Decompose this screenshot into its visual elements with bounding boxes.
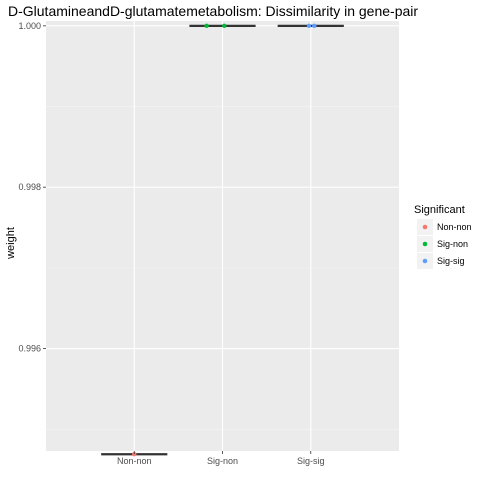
x-tick-label: Non-non — [117, 456, 152, 466]
point-sig-non — [222, 23, 227, 29]
legend-title: Significant — [414, 204, 465, 216]
point-sig-non — [204, 23, 209, 29]
y-tick-label: 0.996 — [18, 344, 41, 354]
legend-marker — [422, 258, 428, 264]
data-points — [132, 23, 317, 457]
point-non-non — [132, 452, 137, 457]
legend-label: Non-non — [437, 222, 472, 232]
y-axis: 0.996 0.998 1.000 — [18, 21, 46, 354]
x-tick-label: Sig-non — [207, 456, 238, 466]
legend-label: Sig-non — [437, 239, 468, 249]
y-axis-title: weight — [5, 227, 17, 260]
y-tick-label: 0.998 — [18, 182, 41, 192]
x-axis: Non-non Sig-non Sig-sig — [117, 451, 325, 466]
legend-marker — [422, 224, 428, 230]
legend: Significant Non-non Sig-non Sig-sig — [414, 204, 472, 269]
point-sig-sig — [312, 23, 317, 29]
y-tick-label: 1.000 — [18, 21, 41, 31]
legend-marker — [422, 241, 428, 247]
legend-label: Sig-sig — [437, 256, 465, 266]
point-sig-sig — [306, 23, 312, 29]
chart-title: D-GlutamineandD-glutamatemetabolism: Dis… — [8, 3, 418, 19]
x-tick-label: Sig-sig — [297, 456, 325, 466]
